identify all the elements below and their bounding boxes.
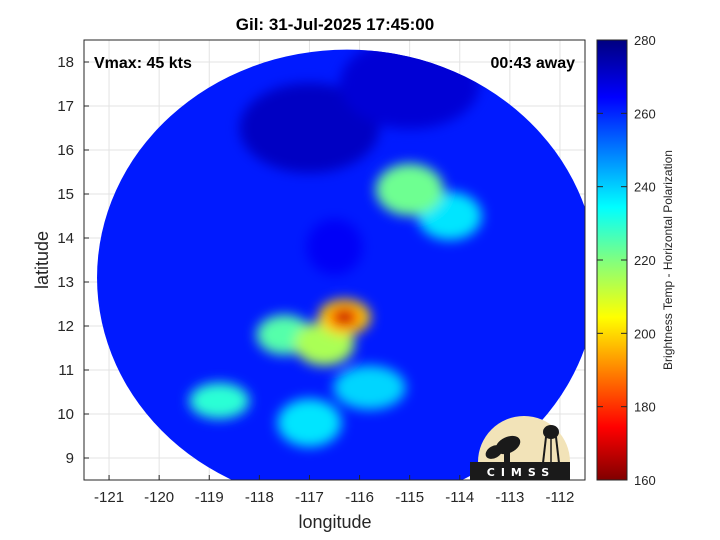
water-tower-icon (542, 425, 560, 464)
cold-region (375, 163, 444, 216)
y-tick-label: 11 (58, 362, 74, 379)
satellite-dish-icon (485, 435, 521, 462)
colorbar-tick-label: 260 (634, 106, 656, 121)
y-tick-label: 16 (57, 142, 74, 159)
y-tick-label: 12 (57, 318, 74, 335)
x-tick-label: -113 (495, 489, 524, 506)
brightness-temp-swath (97, 49, 585, 480)
chart-title: Gil: 31-Jul-2025 17:45:00 (236, 15, 434, 34)
x-tick-label: -112 (545, 489, 574, 506)
y-tick-label: 9 (66, 450, 74, 467)
logo-text: CIMSS (487, 466, 555, 479)
x-tick-label: -120 (144, 489, 174, 506)
x-tick-label: -117 (295, 489, 324, 506)
colorbar-tick-label: 180 (634, 400, 656, 415)
colorbar-ticks: 160 180 200 220 240 260 280 (597, 33, 656, 488)
colorbar-tick-label: 240 (634, 180, 656, 195)
colorbar-tick-label: 280 (634, 33, 656, 48)
x-tick-label: -118 (245, 489, 274, 506)
time-away-annotation: 00:43 away (490, 55, 575, 72)
y-tick-label: 17 (57, 98, 74, 115)
y-axis-ticks: 9 10 11 12 13 14 15 16 17 18 (57, 54, 89, 467)
y-tick-label: 14 (57, 230, 74, 247)
colorbar-tick-label: 220 (634, 253, 656, 268)
y-tick-label: 10 (57, 406, 74, 423)
cold-region (277, 398, 342, 447)
vmax-annotation: Vmax: 45 kts (94, 55, 192, 72)
x-tick-label: -115 (395, 489, 424, 506)
x-axis-label: longitude (298, 512, 371, 532)
storm-eye (306, 218, 363, 275)
cimss-logo: CIMSS (470, 416, 570, 480)
y-tick-label: 15 (57, 186, 74, 203)
cold-region (189, 382, 250, 419)
swath-features (189, 49, 482, 447)
y-tick-label: 13 (57, 274, 74, 291)
cold-region (333, 365, 406, 410)
colorbar-tick-label: 200 (634, 326, 656, 341)
plot-frame (83, 39, 586, 481)
y-tick-label: 18 (57, 54, 74, 71)
x-tick-label: -119 (195, 489, 224, 506)
x-tick-label: -116 (345, 489, 374, 506)
y-axis-label: latitude (32, 231, 52, 289)
colorbar-tick-label: 160 (634, 473, 656, 488)
logo-banner (470, 462, 570, 480)
x-tick-label: -121 (94, 489, 124, 506)
cold-core (336, 311, 353, 324)
x-axis-ticks: -121 -120 -119 -118 -117 -116 -115 -114 -113 -112 (94, 475, 574, 506)
x-tick-label: -114 (445, 489, 474, 506)
warm-region (239, 83, 380, 173)
colorbar-label: Brightness Temp - Horizontal Polarizatio… (661, 150, 675, 370)
